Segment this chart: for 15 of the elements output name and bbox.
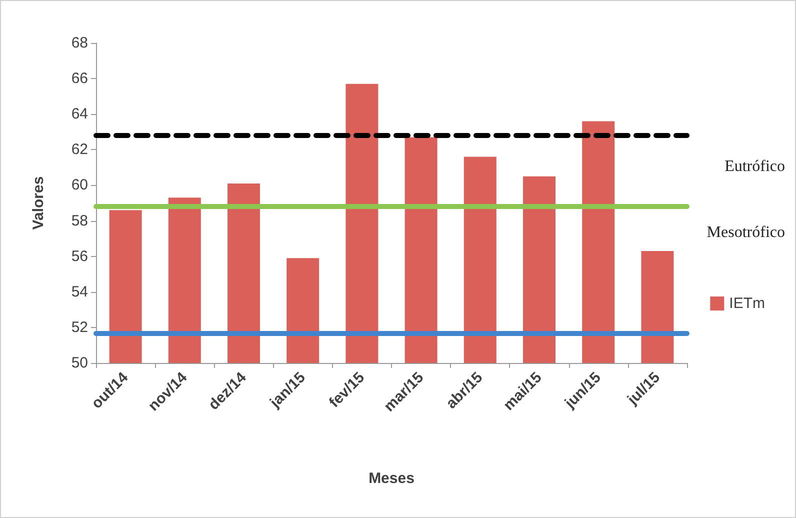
- y-tick-label: 50: [71, 354, 88, 372]
- x-axis-title: Meses: [368, 470, 414, 487]
- y-tick-label: 56: [71, 248, 88, 265]
- y-tick-label: 52: [71, 318, 88, 336]
- legend-label: IETm: [729, 295, 766, 312]
- y-tick-label: 66: [71, 70, 88, 88]
- y-tick-label: 60: [71, 176, 88, 194]
- y-tick-label: 68: [71, 34, 88, 52]
- y-tick-label: 54: [71, 283, 88, 300]
- text: Mesotrófico: [706, 224, 785, 242]
- y-tick-label: 64: [71, 106, 88, 123]
- y-axis-title: Valores: [30, 176, 47, 230]
- y-tick-label: 58: [71, 212, 88, 230]
- y-tick-label: 62: [71, 141, 88, 158]
- text: Eutrófico: [724, 158, 785, 176]
